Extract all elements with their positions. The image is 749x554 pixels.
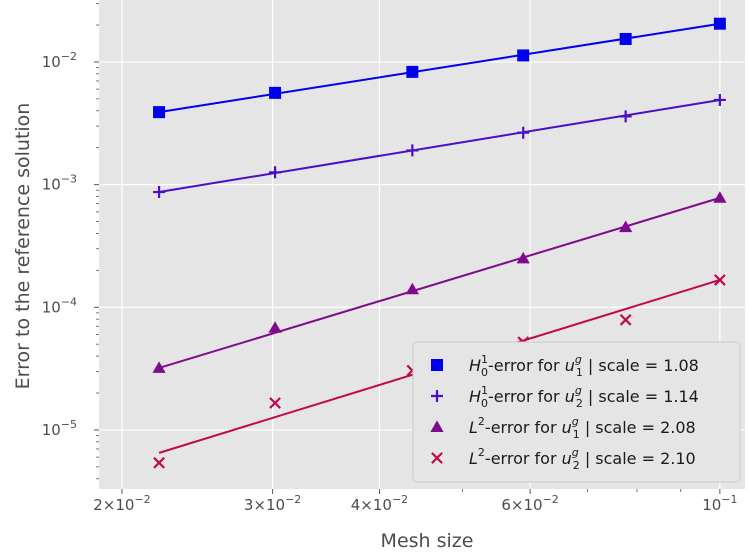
legend-label: L2-error for ug 1 | scale = 2.08 [469, 415, 696, 441]
data-point-series-4 [269, 397, 281, 409]
legend-box [412, 341, 741, 483]
x-tick-base: 4×10 [351, 496, 392, 514]
data-point-series-4 [619, 313, 632, 326]
x-tick-exponent: −2 [543, 493, 559, 506]
data-point-series-1 [269, 86, 282, 99]
data-point-series-1 [713, 17, 726, 30]
data-point-series-2 [269, 166, 282, 179]
y-tick-base: 10 [42, 421, 61, 439]
y-tick-exponent: −5 [61, 418, 77, 431]
data-point-series-1 [517, 49, 530, 62]
x-tick-base: 2×10 [93, 496, 134, 514]
data-point-series-3 [713, 191, 727, 203]
y-tick-labels: 10−510−410−310−2 [42, 50, 77, 439]
y-tick-exponent: −2 [61, 50, 77, 63]
data-point-series-3 [516, 251, 530, 264]
x-tick-base: 6×10 [501, 496, 542, 514]
data-point-series-2 [517, 126, 530, 139]
legend-marker [431, 452, 443, 464]
x-tick-label: 3×10−2 [244, 493, 301, 514]
data-point-series-3 [619, 220, 633, 233]
x-tick-base: 10 [702, 496, 721, 514]
y-tick-base: 10 [42, 53, 61, 71]
y-tick-label: 10−5 [42, 418, 77, 439]
data-point-series-1 [406, 65, 419, 78]
x-tick-base: 3×10 [244, 496, 285, 514]
legend-label: L2-error for ug 2 | scale = 2.10 [469, 446, 696, 472]
legend: H1 0-error for ug 1 | scale = 1.08 H1 0-erro… [412, 341, 741, 483]
y-tick-base: 10 [42, 176, 61, 194]
x-tick-label: 2×10−2 [93, 493, 150, 514]
x-tick-exponent: −2 [392, 493, 408, 506]
y-tick-label: 10−2 [42, 50, 77, 71]
y-tick-label: 10−4 [42, 295, 77, 316]
x-tick-label: 6×10−2 [501, 493, 558, 514]
data-point-series-3 [405, 282, 419, 295]
y-tick-exponent: −4 [61, 295, 77, 308]
y-axis-title: Error to the reference solution [12, 103, 34, 390]
y-tick-base: 10 [42, 298, 61, 316]
data-point-series-3 [268, 321, 282, 333]
data-point-series-4 [713, 274, 726, 286]
x-tick-label: 10−1 [702, 493, 737, 514]
legend-label: H1 0-error for ug 2 | scale = 1.14 [469, 384, 699, 410]
minor-ticks [94, 3, 721, 494]
data-point-series-2 [153, 186, 166, 199]
x-tick-label: 4×10−2 [351, 493, 408, 514]
x-tick-exponent: −2 [134, 493, 150, 506]
data-point-series-2 [713, 93, 726, 106]
y-tick-exponent: −3 [61, 173, 77, 186]
data-point-series-3 [152, 361, 166, 373]
data-point-series-2 [619, 110, 632, 123]
x-axis-title: Mesh size [381, 530, 474, 552]
x-tick-labels: 2×10−2 3×10−2 4×10−2 6×10−2 10−1 [93, 493, 737, 514]
legend-label: H1 0-error for ug 1 | scale = 1.08 [469, 353, 699, 379]
legend-marker [431, 359, 443, 371]
legend-marker [431, 390, 443, 402]
data-point-series-1 [619, 32, 632, 45]
x-tick-exponent: −2 [285, 493, 301, 506]
data-point-series-2 [406, 144, 419, 157]
data-point-series-1 [153, 106, 166, 119]
data-point-series-4 [153, 456, 165, 469]
y-tick-label: 10−3 [42, 173, 77, 194]
x-tick-exponent: −1 [721, 493, 737, 506]
legend-marker [430, 420, 444, 432]
